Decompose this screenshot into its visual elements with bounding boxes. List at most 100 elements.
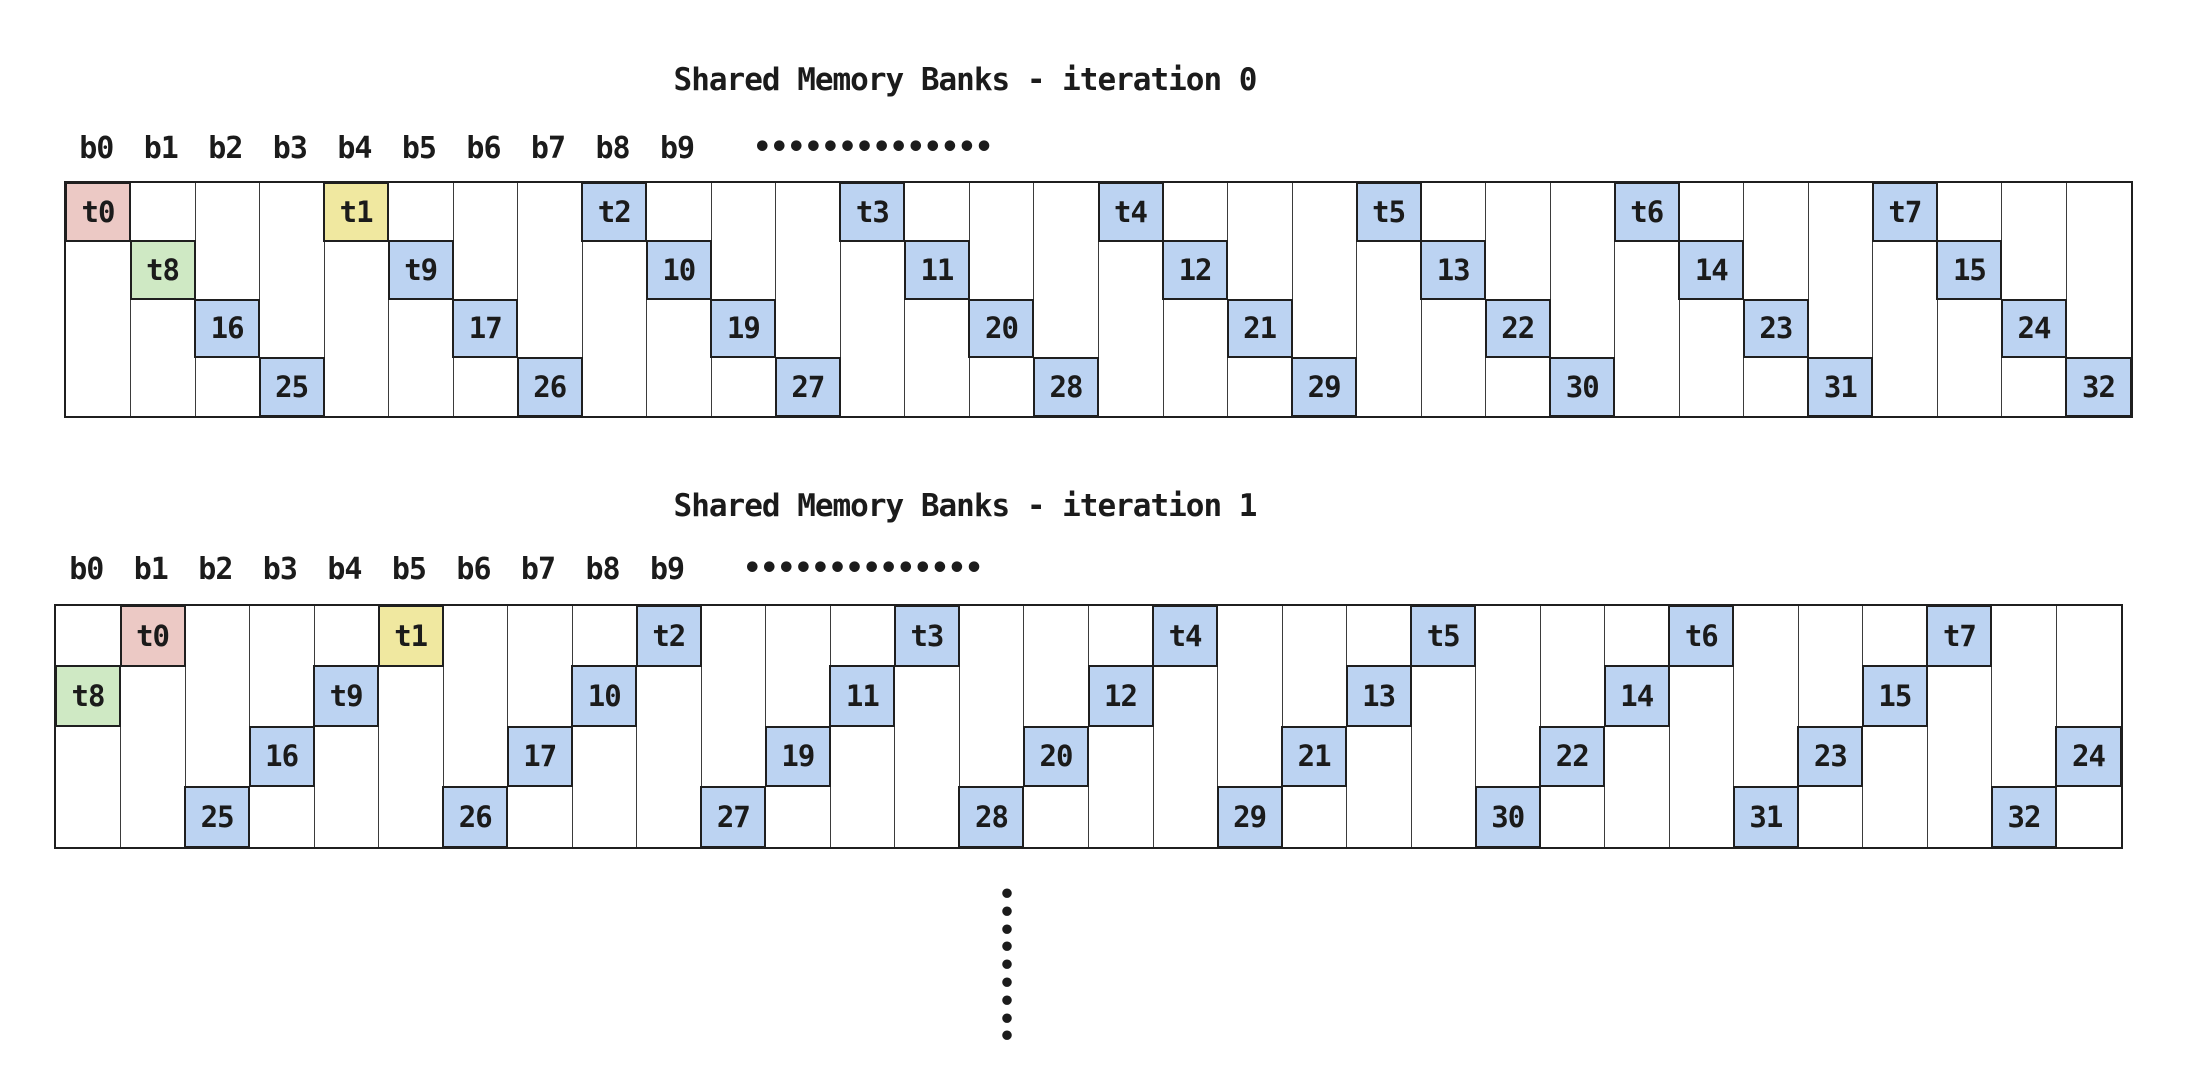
memory-cell: t0 xyxy=(65,182,132,242)
memory-cell-label: t9 xyxy=(329,679,364,714)
memory-cell-label: 22 xyxy=(1555,739,1590,774)
memory-cell-label: 31 xyxy=(1749,799,1783,834)
memory-cell: 26 xyxy=(442,785,509,848)
memory-cell: 11 xyxy=(829,665,896,727)
memory-cell: 26 xyxy=(516,356,583,417)
bank-divider-line xyxy=(323,183,325,416)
memory-cell: 24 xyxy=(2055,725,2122,788)
memory-cell: t4 xyxy=(1152,605,1219,667)
memory-cell-label: t2 xyxy=(652,618,686,653)
memory-cell-label: 29 xyxy=(1307,369,1342,404)
memory-cell-label: t7 xyxy=(1942,618,1977,653)
memory-cell-label: 22 xyxy=(1501,311,1535,346)
memory-cell: 21 xyxy=(1281,725,1348,788)
memory-cell: 20 xyxy=(1022,725,1089,788)
memory-cell: t1 xyxy=(323,182,390,242)
memory-cell: t0 xyxy=(119,605,186,667)
memory-cell: t6 xyxy=(1668,605,1735,667)
memory-cell: t9 xyxy=(313,665,380,727)
memory-cell: 11 xyxy=(903,240,970,300)
memory-cell-label: 31 xyxy=(1823,369,1858,404)
memory-cell: 20 xyxy=(968,298,1035,359)
memory-cell-label: 11 xyxy=(845,679,880,714)
memory-cell: 16 xyxy=(248,725,315,788)
memory-cell-label: 30 xyxy=(1565,369,1600,404)
memory-cell: 15 xyxy=(1936,240,2003,300)
memory-cell: 12 xyxy=(1087,665,1154,727)
bank-label: b6 xyxy=(456,552,491,587)
memory-cell-label: 26 xyxy=(533,369,567,404)
memory-cell-label: t5 xyxy=(1426,618,1461,653)
memory-cell: t3 xyxy=(893,605,960,667)
memory-cell-label: t9 xyxy=(404,253,438,288)
memory-cell-label: t6 xyxy=(1684,618,1719,653)
memory-cell: 22 xyxy=(1539,725,1606,788)
memory-cell: 24 xyxy=(2000,298,2067,359)
memory-cell: 15 xyxy=(1861,665,1928,727)
bank-label: b3 xyxy=(272,131,308,166)
memory-cell-label: 25 xyxy=(275,369,309,404)
memory-cell-label: 12 xyxy=(1104,679,1138,714)
bank-label: b2 xyxy=(198,552,233,587)
memory-cell-label: 14 xyxy=(1620,679,1654,714)
bank-label: b8 xyxy=(585,552,620,587)
memory-cell-label: 19 xyxy=(781,739,815,774)
memory-cell-label: t6 xyxy=(1630,194,1664,229)
bank-divider-line xyxy=(839,183,841,416)
bank-label: b2 xyxy=(208,131,243,166)
memory-cell: 32 xyxy=(2065,356,2132,417)
memory-cell: 31 xyxy=(1807,356,1874,417)
memory-cell-label: 21 xyxy=(1243,311,1277,346)
memory-cell: 32 xyxy=(1990,785,2057,848)
memory-cell-label: 24 xyxy=(2072,739,2106,774)
memory-cell-label: 13 xyxy=(1436,253,1471,288)
bank-ellipsis-dots: •••••••••••••• xyxy=(743,551,983,586)
bank-label: b4 xyxy=(327,552,362,587)
bank-divider-line xyxy=(1356,183,1358,416)
memory-cell-label: t8 xyxy=(146,253,180,288)
memory-cell-label: 28 xyxy=(974,799,1009,834)
memory-cell-label: 13 xyxy=(1362,679,1396,714)
bank-divider-line xyxy=(700,606,702,847)
memory-cell-label: 12 xyxy=(1178,253,1213,288)
bank-labels-row: b0 b1 b2 b3 b4 b5 b6 b7 b8 b9 •••••••••••••• xyxy=(64,132,2129,166)
memory-cell-label: 30 xyxy=(1491,799,1525,834)
bank-divider-line xyxy=(1614,183,1616,416)
memory-cell: 21 xyxy=(1226,298,1293,359)
memory-cell: t6 xyxy=(1613,182,1680,242)
memory-cell: 13 xyxy=(1345,665,1412,727)
memory-cell-label: 19 xyxy=(726,311,761,346)
memory-cell: 19 xyxy=(764,725,831,788)
memory-cell: 27 xyxy=(700,785,767,848)
memory-cell: 25 xyxy=(258,356,325,417)
bank-label: b0 xyxy=(79,131,114,166)
diagram-title-iteration-1: Shared Memory Banks - iteration 1 xyxy=(673,488,1258,524)
bank-divider-line xyxy=(1475,606,1477,847)
bank-label: b3 xyxy=(262,552,298,587)
memory-cell-label: t0 xyxy=(136,618,170,653)
bank-label: b1 xyxy=(143,131,179,166)
memory-cell: 23 xyxy=(1742,298,1809,359)
memory-cell: t1 xyxy=(377,605,444,667)
memory-cell-label: 27 xyxy=(791,369,825,404)
memory-banks-grid-iteration-1: t8 t0 25 16 t9 t1 26 17 10 t2 27 19 11 t3 28 20 12 t4 29 21… xyxy=(54,604,2123,849)
memory-cell-label: 17 xyxy=(468,311,503,346)
memory-cell: 31 xyxy=(1732,785,1799,848)
memory-cell-label: 25 xyxy=(200,799,235,834)
memory-cell-label: t3 xyxy=(910,618,944,653)
memory-cell: 30 xyxy=(1474,785,1541,848)
memory-cell: t5 xyxy=(1410,605,1477,667)
memory-cell: 28 xyxy=(958,785,1025,848)
memory-cell-label: 32 xyxy=(2007,799,2041,834)
memory-cell-label: 24 xyxy=(2017,311,2051,346)
memory-cell: 16 xyxy=(194,298,261,359)
memory-cell-label: 15 xyxy=(1952,253,1987,288)
bank-label: b5 xyxy=(401,131,437,166)
bank-divider-line xyxy=(1733,606,1735,847)
memory-cell-label: t5 xyxy=(1372,194,1406,229)
bank-divider-line xyxy=(1217,606,1219,847)
bank-label: b1 xyxy=(133,552,169,587)
memory-cell: t7 xyxy=(1926,605,1993,667)
memory-cell: t7 xyxy=(1871,182,1938,242)
memory-cell-label: t4 xyxy=(1168,618,1203,653)
